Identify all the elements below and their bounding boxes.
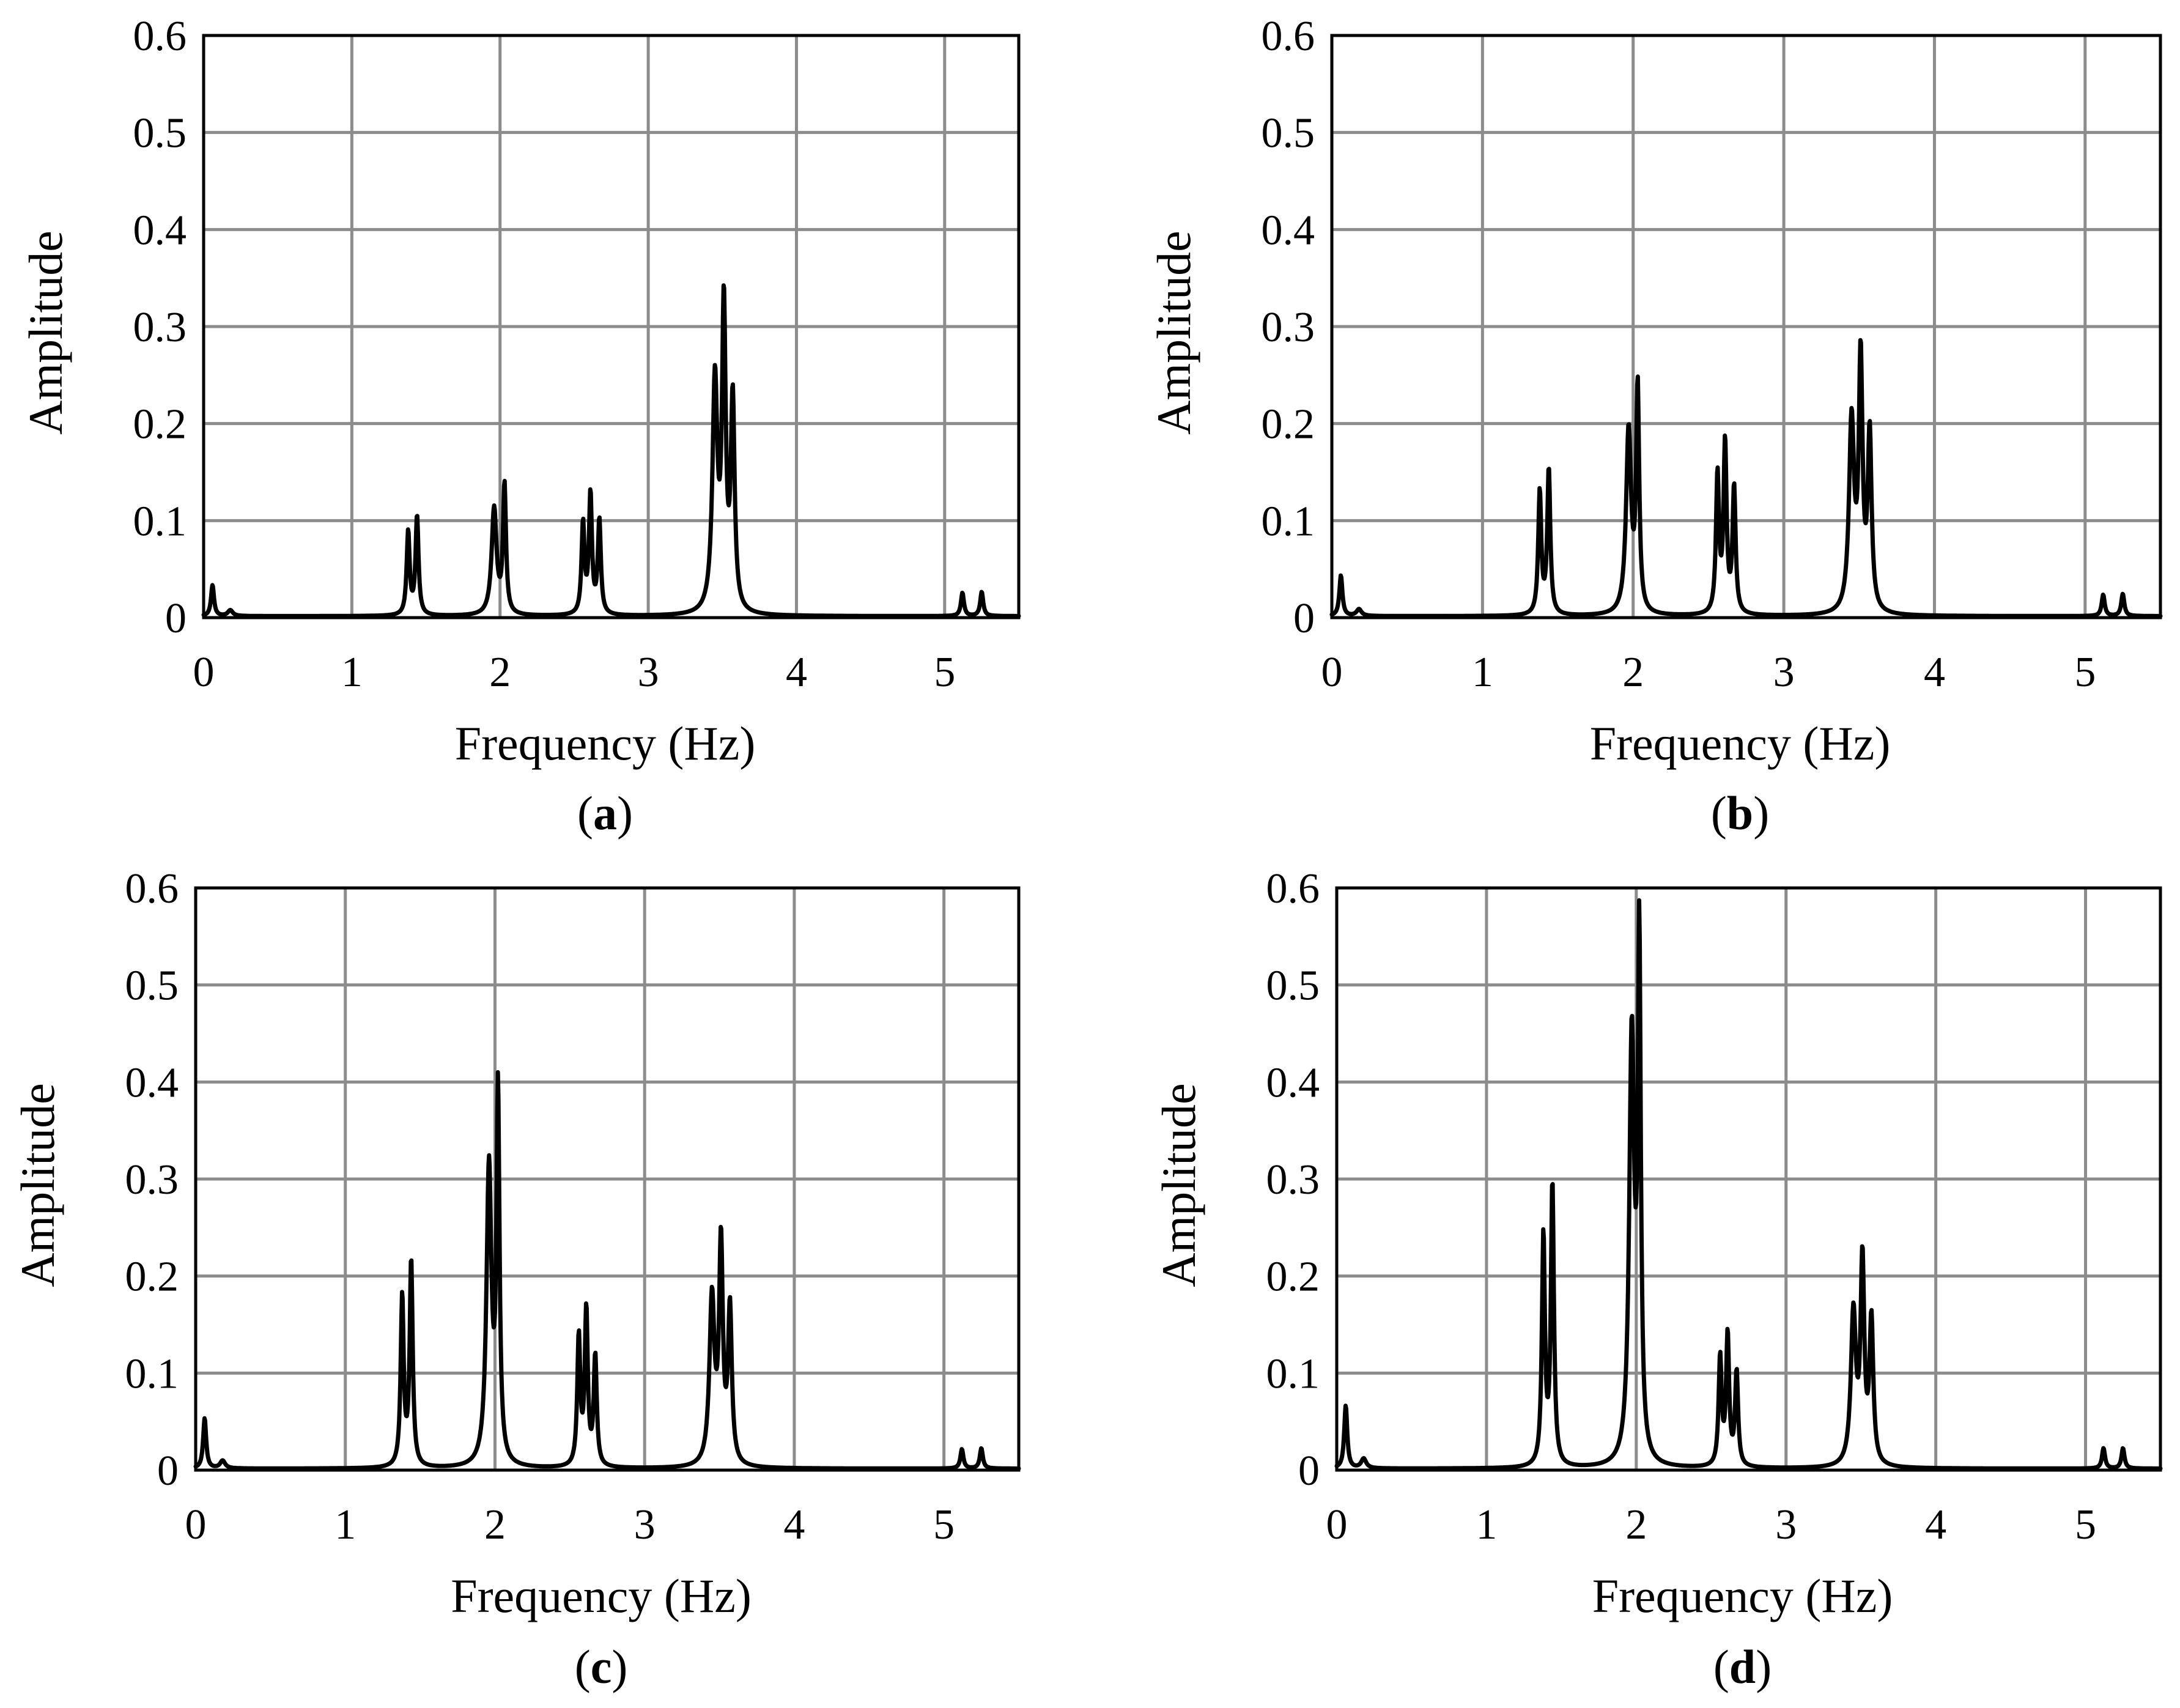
amplitude-spectrum-line (201, 283, 1021, 618)
y-tick-label: 0.6 (133, 13, 187, 60)
y-axis-title: Amplitude (11, 1083, 64, 1287)
x-tick-label: 0 (1326, 1501, 1348, 1548)
caption-letter: d (1729, 1640, 1756, 1693)
x-tick-label: 5 (2075, 1501, 2096, 1548)
y-tick-label: 0.3 (133, 304, 187, 351)
y-axis-title: Amplitude (1147, 231, 1200, 435)
x-tick-label: 4 (783, 1501, 805, 1548)
x-tick-label: 5 (933, 1501, 955, 1548)
x-tick-label: 4 (1924, 649, 1945, 696)
y-tick-label: 0.1 (125, 1350, 179, 1397)
y-tick-label: 0.1 (1266, 1350, 1320, 1397)
y-tick-label: 0.6 (1266, 865, 1320, 912)
y-axis-title: Amplitude (19, 231, 72, 435)
y-tick-label: 0.4 (1262, 207, 1315, 254)
x-tick-label: 1 (1476, 1501, 1497, 1548)
x-tick-label: 0 (185, 1501, 207, 1548)
x-axis-title: Frequency (Hz) (1590, 717, 1891, 770)
y-tick-label: 0.6 (125, 865, 179, 912)
caption-open-paren: ( (575, 1640, 591, 1693)
x-tick-label: 3 (1775, 1501, 1797, 1548)
y-tick-label: 0.5 (133, 110, 187, 157)
caption-close-paren: ) (1753, 786, 1769, 840)
y-tick-label: 0 (1293, 595, 1315, 642)
y-tick-label: 0.3 (1266, 1156, 1320, 1203)
caption-open-paren: ( (1713, 1640, 1729, 1693)
plot-frame (1335, 886, 2162, 1472)
panel-caption: (d) (1713, 1640, 1772, 1693)
x-axis-title: Frequency (Hz) (1592, 1569, 1893, 1622)
plot-frame (1330, 34, 2162, 619)
x-tick-label: 1 (1472, 649, 1493, 696)
x-tick-label: 2 (484, 1501, 506, 1548)
x-tick-label: 5 (2074, 649, 2096, 696)
y-tick-label: 0.5 (1266, 963, 1320, 1010)
caption-open-paren: ( (1711, 786, 1727, 840)
y-tick-label: 0.5 (125, 963, 179, 1010)
x-tick-label: 2 (1625, 1501, 1647, 1548)
x-tick-label: 1 (341, 649, 363, 696)
amplitude-spectrum-line (1329, 338, 2163, 618)
y-tick-label: 0.3 (125, 1156, 179, 1203)
y-tick-label: 0.5 (1262, 110, 1315, 157)
x-tick-label: 3 (634, 1501, 656, 1548)
caption-letter: a (593, 786, 617, 840)
x-tick-label: 2 (489, 649, 511, 696)
y-tick-label: 0.2 (133, 401, 187, 448)
chart-panel-b: 0 0.1 0.2 0.3 0.4 0.5 0.6 0 1 2 3 4 5 Frequency (Hz) A… (1147, 13, 2163, 840)
panel-caption: (c) (575, 1640, 628, 1693)
x-tick-label: 5 (934, 649, 955, 696)
x-axis-title: Frequency (Hz) (455, 717, 756, 770)
plot-frame (202, 34, 1021, 619)
y-tick-label: 0.2 (1266, 1254, 1320, 1301)
amplitude-spectrum-line (1334, 898, 2163, 1471)
caption-close-paren: ) (1756, 1640, 1772, 1693)
panel-caption: (a) (577, 786, 633, 840)
chart-panel-a: 0 0.1 0.2 0.3 0.4 0.5 0.6 0 1 2 3 4 5 Frequency (Hz) A… (19, 13, 1021, 840)
caption-letter: c (591, 1640, 612, 1693)
x-tick-label: 2 (1622, 649, 1644, 696)
plot-frame (194, 886, 1021, 1472)
chart-panel-c: 0 0.1 0.2 0.3 0.4 0.5 0.6 0 1 2 3 4 5 Frequency (Hz) A… (11, 865, 1021, 1693)
y-axis-title: Amplitude (1152, 1083, 1205, 1287)
y-tick-label: 0 (165, 595, 187, 642)
x-tick-label: 0 (193, 649, 215, 696)
y-tick-label: 0.2 (125, 1254, 179, 1301)
y-tick-label: 0.6 (1262, 13, 1315, 60)
panel-caption: (b) (1711, 786, 1769, 840)
y-tick-label: 0.1 (133, 498, 187, 545)
x-tick-label: 4 (786, 649, 807, 696)
caption-letter: b (1727, 786, 1753, 840)
y-tick-label: 0 (157, 1447, 179, 1495)
y-tick-label: 0.4 (125, 1059, 179, 1106)
caption-close-paren: ) (617, 786, 633, 840)
caption-open-paren: ( (577, 786, 593, 840)
y-tick-label: 0.3 (1262, 304, 1315, 351)
x-axis-title: Frequency (Hz) (451, 1569, 752, 1622)
x-tick-label: 0 (1321, 649, 1343, 696)
amplitude-spectrum-line (193, 1070, 1021, 1471)
y-tick-label: 0 (1298, 1447, 1320, 1495)
y-tick-label: 0.2 (1262, 401, 1315, 448)
x-tick-label: 3 (638, 649, 659, 696)
x-tick-label: 1 (334, 1501, 356, 1548)
x-tick-label: 3 (1773, 649, 1795, 696)
y-tick-label: 0.4 (1266, 1059, 1320, 1106)
chart-panel-d: 0 0.1 0.2 0.3 0.4 0.5 0.6 0 1 2 3 4 5 Frequency (Hz) A… (1152, 865, 2163, 1693)
y-tick-label: 0.1 (1262, 498, 1315, 545)
caption-close-paren: ) (612, 1640, 627, 1693)
x-tick-label: 4 (1925, 1501, 1946, 1548)
y-tick-label: 0.4 (133, 207, 187, 254)
